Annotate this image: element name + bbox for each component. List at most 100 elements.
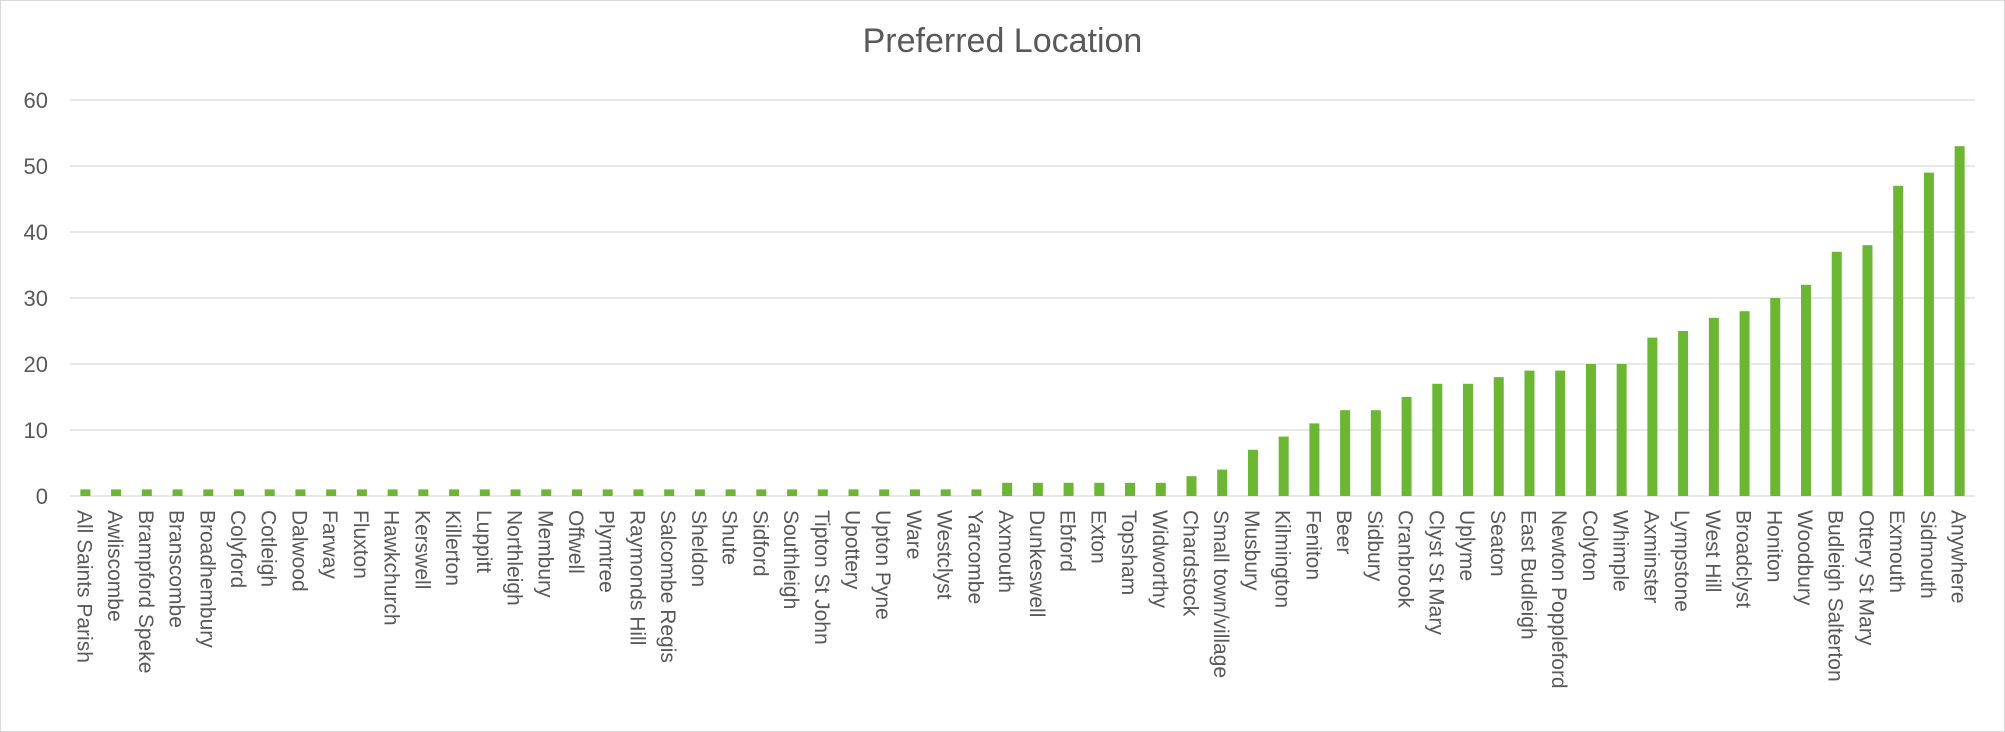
- x-tick-label: Dunkeswell: [1025, 510, 1048, 617]
- bar: [356, 489, 367, 496]
- bar: [756, 489, 767, 496]
- y-tick-label: 50: [24, 154, 48, 179]
- bar: [1278, 436, 1289, 496]
- bar: [1401, 397, 1412, 496]
- bar: [1370, 410, 1381, 496]
- x-tick-label: Ware: [902, 510, 925, 559]
- x-tick-label: Broadclyst: [1732, 510, 1755, 608]
- bar: [510, 489, 521, 496]
- x-tick-label: Shute: [718, 510, 741, 565]
- bar: [80, 489, 91, 496]
- x-tick-label: Membury: [533, 510, 556, 598]
- x-tick-label: Exmouth: [1885, 510, 1908, 593]
- bar: [1893, 185, 1904, 497]
- bar: [1923, 172, 1934, 496]
- x-tick-label: Plymtree: [595, 510, 618, 593]
- bar: [1647, 337, 1658, 496]
- bar: [1801, 284, 1812, 496]
- x-tick-label: All Saints Parish: [72, 510, 95, 663]
- bar: [1831, 251, 1842, 496]
- x-tick-label: Seaton: [1486, 510, 1509, 577]
- bar: [694, 489, 705, 496]
- bar: [1340, 410, 1351, 496]
- x-tick-label: Kilmington: [1271, 510, 1294, 608]
- bar: [1463, 383, 1474, 496]
- x-tick-label: Hawkchurch: [380, 510, 403, 626]
- bar: [602, 489, 613, 496]
- x-tick-label: Widworthy: [1148, 510, 1171, 609]
- bar: [1493, 377, 1504, 496]
- bar: [1739, 311, 1750, 496]
- bar: [664, 489, 675, 496]
- bar: [418, 489, 429, 496]
- x-tick-label: Kerswell: [410, 510, 433, 589]
- x-tick-label: Tipton St John: [810, 510, 833, 645]
- bar: [111, 489, 122, 496]
- bar: [879, 489, 890, 496]
- x-tick-label: Colyton: [1578, 510, 1601, 581]
- bar: [1186, 476, 1197, 496]
- bar: [1770, 298, 1781, 496]
- x-tick-label: Cotleigh: [257, 510, 280, 587]
- bar: [1125, 482, 1136, 496]
- bar: [1954, 146, 1965, 496]
- bar: [1155, 482, 1166, 496]
- x-tick-label: Musbury: [1240, 510, 1263, 591]
- bar: [141, 489, 152, 496]
- y-tick-label: 0: [36, 484, 48, 509]
- bar: [1708, 317, 1719, 496]
- x-tick-label: Brampford Speke: [134, 510, 157, 673]
- bar: [633, 489, 644, 496]
- bar: [203, 489, 214, 496]
- bar: [326, 489, 337, 496]
- x-tick-label: Farway: [318, 510, 341, 579]
- bar: [909, 489, 920, 496]
- x-tick-label: Southleigh: [779, 510, 802, 609]
- x-tick-label: Awliscombe: [103, 510, 126, 622]
- bar: [725, 489, 736, 496]
- x-tick-label: Cranbrook: [1394, 510, 1417, 609]
- bar: [1217, 469, 1228, 496]
- x-tick-label: Woodbury: [1793, 510, 1816, 606]
- bar: [1032, 482, 1043, 496]
- bar: [1247, 449, 1258, 496]
- x-tick-label: Westclyst: [933, 510, 956, 600]
- bar: [817, 489, 828, 496]
- x-tick-label: Axminster: [1639, 510, 1662, 603]
- x-tick-label: Lympstone: [1670, 510, 1693, 612]
- x-tick-label: Broadhembury: [195, 510, 218, 648]
- bar: [971, 489, 982, 496]
- x-tick-label: Colyford: [226, 510, 249, 588]
- x-tick-label: Luppitt: [472, 510, 495, 573]
- x-tick-label: Feniton: [1301, 510, 1324, 580]
- bar: [1432, 383, 1443, 496]
- x-tick-label: Upottery: [841, 510, 864, 590]
- x-tick-label: Raymonds Hill: [625, 510, 648, 645]
- x-tick-label: Small town/village: [1209, 510, 1232, 678]
- bar: [172, 489, 183, 496]
- x-tick-label: East Budleigh: [1516, 510, 1539, 640]
- x-tick-label: Whimple: [1609, 510, 1632, 592]
- x-tick-label: Axmouth: [994, 510, 1017, 593]
- bar: [233, 489, 244, 496]
- bar: [387, 489, 398, 496]
- x-tick-label: Chardstock: [1178, 510, 1201, 617]
- y-tick-label: 30: [24, 286, 48, 311]
- bar: [479, 489, 490, 496]
- bar: [541, 489, 552, 496]
- x-tick-label: Anywhere: [1947, 510, 1970, 603]
- bar: [264, 489, 275, 496]
- x-tick-label: Budleigh Salterton: [1824, 510, 1847, 682]
- bar: [848, 489, 859, 496]
- x-tick-label: Branscombe: [165, 510, 188, 628]
- y-tick-label: 20: [24, 352, 48, 377]
- x-tick-label: Beer: [1332, 510, 1355, 554]
- bar: [1309, 423, 1320, 496]
- x-tick-label: Exton: [1086, 510, 1109, 564]
- y-tick-label: 60: [24, 88, 48, 113]
- x-tick-label: Offwell: [564, 510, 587, 574]
- bar: [1862, 245, 1873, 496]
- bar: [787, 489, 798, 496]
